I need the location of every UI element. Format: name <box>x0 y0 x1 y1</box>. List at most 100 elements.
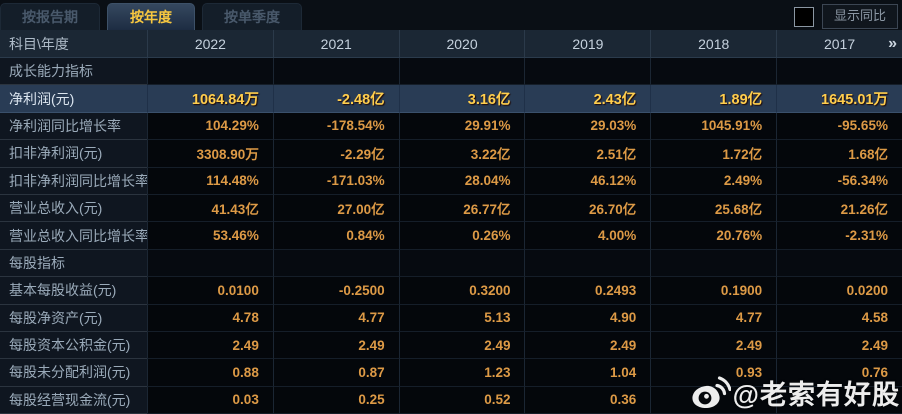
value-cell <box>398 249 525 278</box>
value-cell: 4.58 <box>776 304 902 332</box>
row-label: 成长能力指标 <box>0 58 147 86</box>
value-cell: 28.04% <box>398 167 525 195</box>
financial-table-body: 成长能力指标 净利润(元) 1064.84万 -2.48亿 3.16亿 2.43亿 1.89… <box>0 58 902 414</box>
row-label: 营业总收入(元) <box>0 194 147 223</box>
value-cell: 0.0100 <box>147 277 273 305</box>
value-cell: 27.00亿 <box>272 194 399 223</box>
table-row[interactable]: 扣非净利润同比增长率 114.48% -171.03% 28.04% 46.12% 2.4… <box>0 167 902 195</box>
value-cell: 4.90 <box>524 304 651 332</box>
show-yoy-label[interactable]: 显示同比 <box>821 4 898 29</box>
year-header-2020: 2020 <box>398 30 525 57</box>
value-cell: -95.65% <box>776 112 902 141</box>
value-cell: 5.13 <box>398 304 525 332</box>
tab-by-report-period[interactable]: 按报告期 <box>0 3 100 30</box>
row-label: 营业总收入同比增长率 <box>0 222 147 250</box>
value-cell <box>524 249 651 278</box>
value-cell: 0.03 <box>147 386 273 414</box>
value-cell <box>398 58 525 86</box>
value-cell: 29.91% <box>398 112 525 141</box>
value-cell: 1.04 <box>524 359 651 387</box>
value-cell: 2.49 <box>650 331 777 360</box>
table-row[interactable]: 扣非净利润(元) 3308.90万 -2.29亿 3.22亿 2.51亿 1.72亿 1.6… <box>0 140 902 168</box>
value-cell: 0.76 <box>776 359 902 387</box>
value-cell <box>650 386 777 414</box>
row-label: 净利润同比增长率 <box>0 112 147 141</box>
value-cell: 2.51亿 <box>524 140 651 168</box>
value-cell: 53.46% <box>147 222 273 250</box>
value-cell: 4.78 <box>147 304 273 332</box>
section-header-row[interactable]: 每股指标 <box>0 249 902 278</box>
value-cell <box>776 58 902 86</box>
value-cell: -0.2500 <box>272 277 399 305</box>
section-header-row[interactable]: 成长能力指标 <box>0 58 902 86</box>
value-cell: 20.76% <box>650 222 777 250</box>
table-row[interactable]: 每股未分配利润(元) 0.88 0.87 1.23 1.04 0.93 0.76 <box>0 359 902 387</box>
value-cell: 2.49 <box>398 331 525 360</box>
value-cell: 4.77 <box>650 304 777 332</box>
show-yoy-checkbox[interactable] <box>793 6 814 27</box>
value-cell: 26.77亿 <box>398 194 525 223</box>
value-cell: 3.22亿 <box>398 140 525 168</box>
value-cell <box>272 249 399 278</box>
value-cell: 3308.90万 <box>147 140 273 168</box>
value-cell: 2.49 <box>147 331 273 360</box>
year-header-2017: 2017 <box>776 30 902 57</box>
table-row[interactable]: 营业总收入同比增长率 53.46% 0.84% 0.26% 4.00% 20.76% -2.… <box>0 222 902 250</box>
table-row[interactable]: 净利润同比增长率 104.29% -178.54% 29.91% 29.03% 1045.… <box>0 112 902 141</box>
value-cell: 114.48% <box>147 167 273 195</box>
corner-header: 科目\年度 <box>9 35 69 52</box>
table-header-row: 科目\年度 2022 2021 2020 2019 2018 2017» <box>0 30 902 58</box>
value-cell: 0.52 <box>398 386 525 414</box>
value-cell: -178.54% <box>272 112 399 141</box>
value-cell: 0.26% <box>398 222 525 250</box>
row-label: 每股资本公积金(元) <box>0 331 147 360</box>
value-cell <box>776 249 902 278</box>
value-cell: 2.43亿 <box>524 85 651 113</box>
value-cell: 104.29% <box>147 112 273 141</box>
table-row[interactable]: 每股资本公积金(元) 2.49 2.49 2.49 2.49 2.49 2.49 <box>0 331 902 360</box>
value-cell <box>524 58 651 86</box>
value-cell: 0.84% <box>272 222 399 250</box>
year-header-2021: 2021 <box>272 30 399 57</box>
table-row[interactable]: 每股净资产(元) 4.78 4.77 5.13 4.90 4.77 4.58 <box>0 304 902 332</box>
tab-by-quarter[interactable]: 按单季度 <box>202 3 302 30</box>
value-cell: 46.12% <box>524 167 651 195</box>
year-header-2022: 2022 <box>147 30 273 57</box>
value-cell <box>272 58 399 86</box>
value-cell <box>776 386 902 414</box>
value-cell: -2.31% <box>776 222 902 250</box>
year-header-2019: 2019 <box>524 30 650 57</box>
tab-by-year[interactable]: 按年度 <box>107 3 195 30</box>
row-label: 扣非净利润同比增长率 <box>0 167 147 195</box>
row-label: 每股指标 <box>0 249 147 278</box>
table-row[interactable]: 营业总收入(元) 41.43亿 27.00亿 26.77亿 26.70亿 25.68亿 21… <box>0 194 902 223</box>
value-cell: 0.2493 <box>524 277 651 305</box>
row-label: 净利润(元) <box>0 85 147 113</box>
period-tabbar: 按报告期 按年度 按单季度 显示同比 <box>0 0 902 30</box>
value-cell: 1064.84万 <box>147 85 273 113</box>
value-cell: 4.00% <box>524 222 651 250</box>
value-cell: 21.26亿 <box>776 194 902 223</box>
more-years-chevron[interactable]: » <box>888 35 897 52</box>
value-cell: 29.03% <box>524 112 651 141</box>
value-cell: 2.49 <box>524 331 651 360</box>
table-row[interactable]: 基本每股收益(元) 0.0100 -0.2500 0.3200 0.2493 0.1900… <box>0 277 902 305</box>
value-cell: 0.36 <box>524 386 651 414</box>
value-cell: 2.49% <box>650 167 777 195</box>
row-label: 每股未分配利润(元) <box>0 359 147 387</box>
table-row[interactable]: 每股经营现金流(元) 0.03 0.25 0.52 0.36 <box>0 386 902 414</box>
value-cell: 41.43亿 <box>147 194 273 223</box>
value-cell: 25.68亿 <box>650 194 777 223</box>
value-cell: 0.25 <box>272 386 399 414</box>
row-label: 基本每股收益(元) <box>0 277 147 305</box>
table-row[interactable]: 净利润(元) 1064.84万 -2.48亿 3.16亿 2.43亿 1.89亿 1645.… <box>0 85 902 113</box>
value-cell: 0.3200 <box>398 277 525 305</box>
value-cell: 3.16亿 <box>398 85 525 113</box>
value-cell: 0.88 <box>147 359 273 387</box>
value-cell <box>147 58 273 86</box>
value-cell: -56.34% <box>776 167 902 195</box>
value-cell <box>147 249 273 278</box>
value-cell: -2.48亿 <box>272 85 399 113</box>
value-cell <box>650 58 777 86</box>
